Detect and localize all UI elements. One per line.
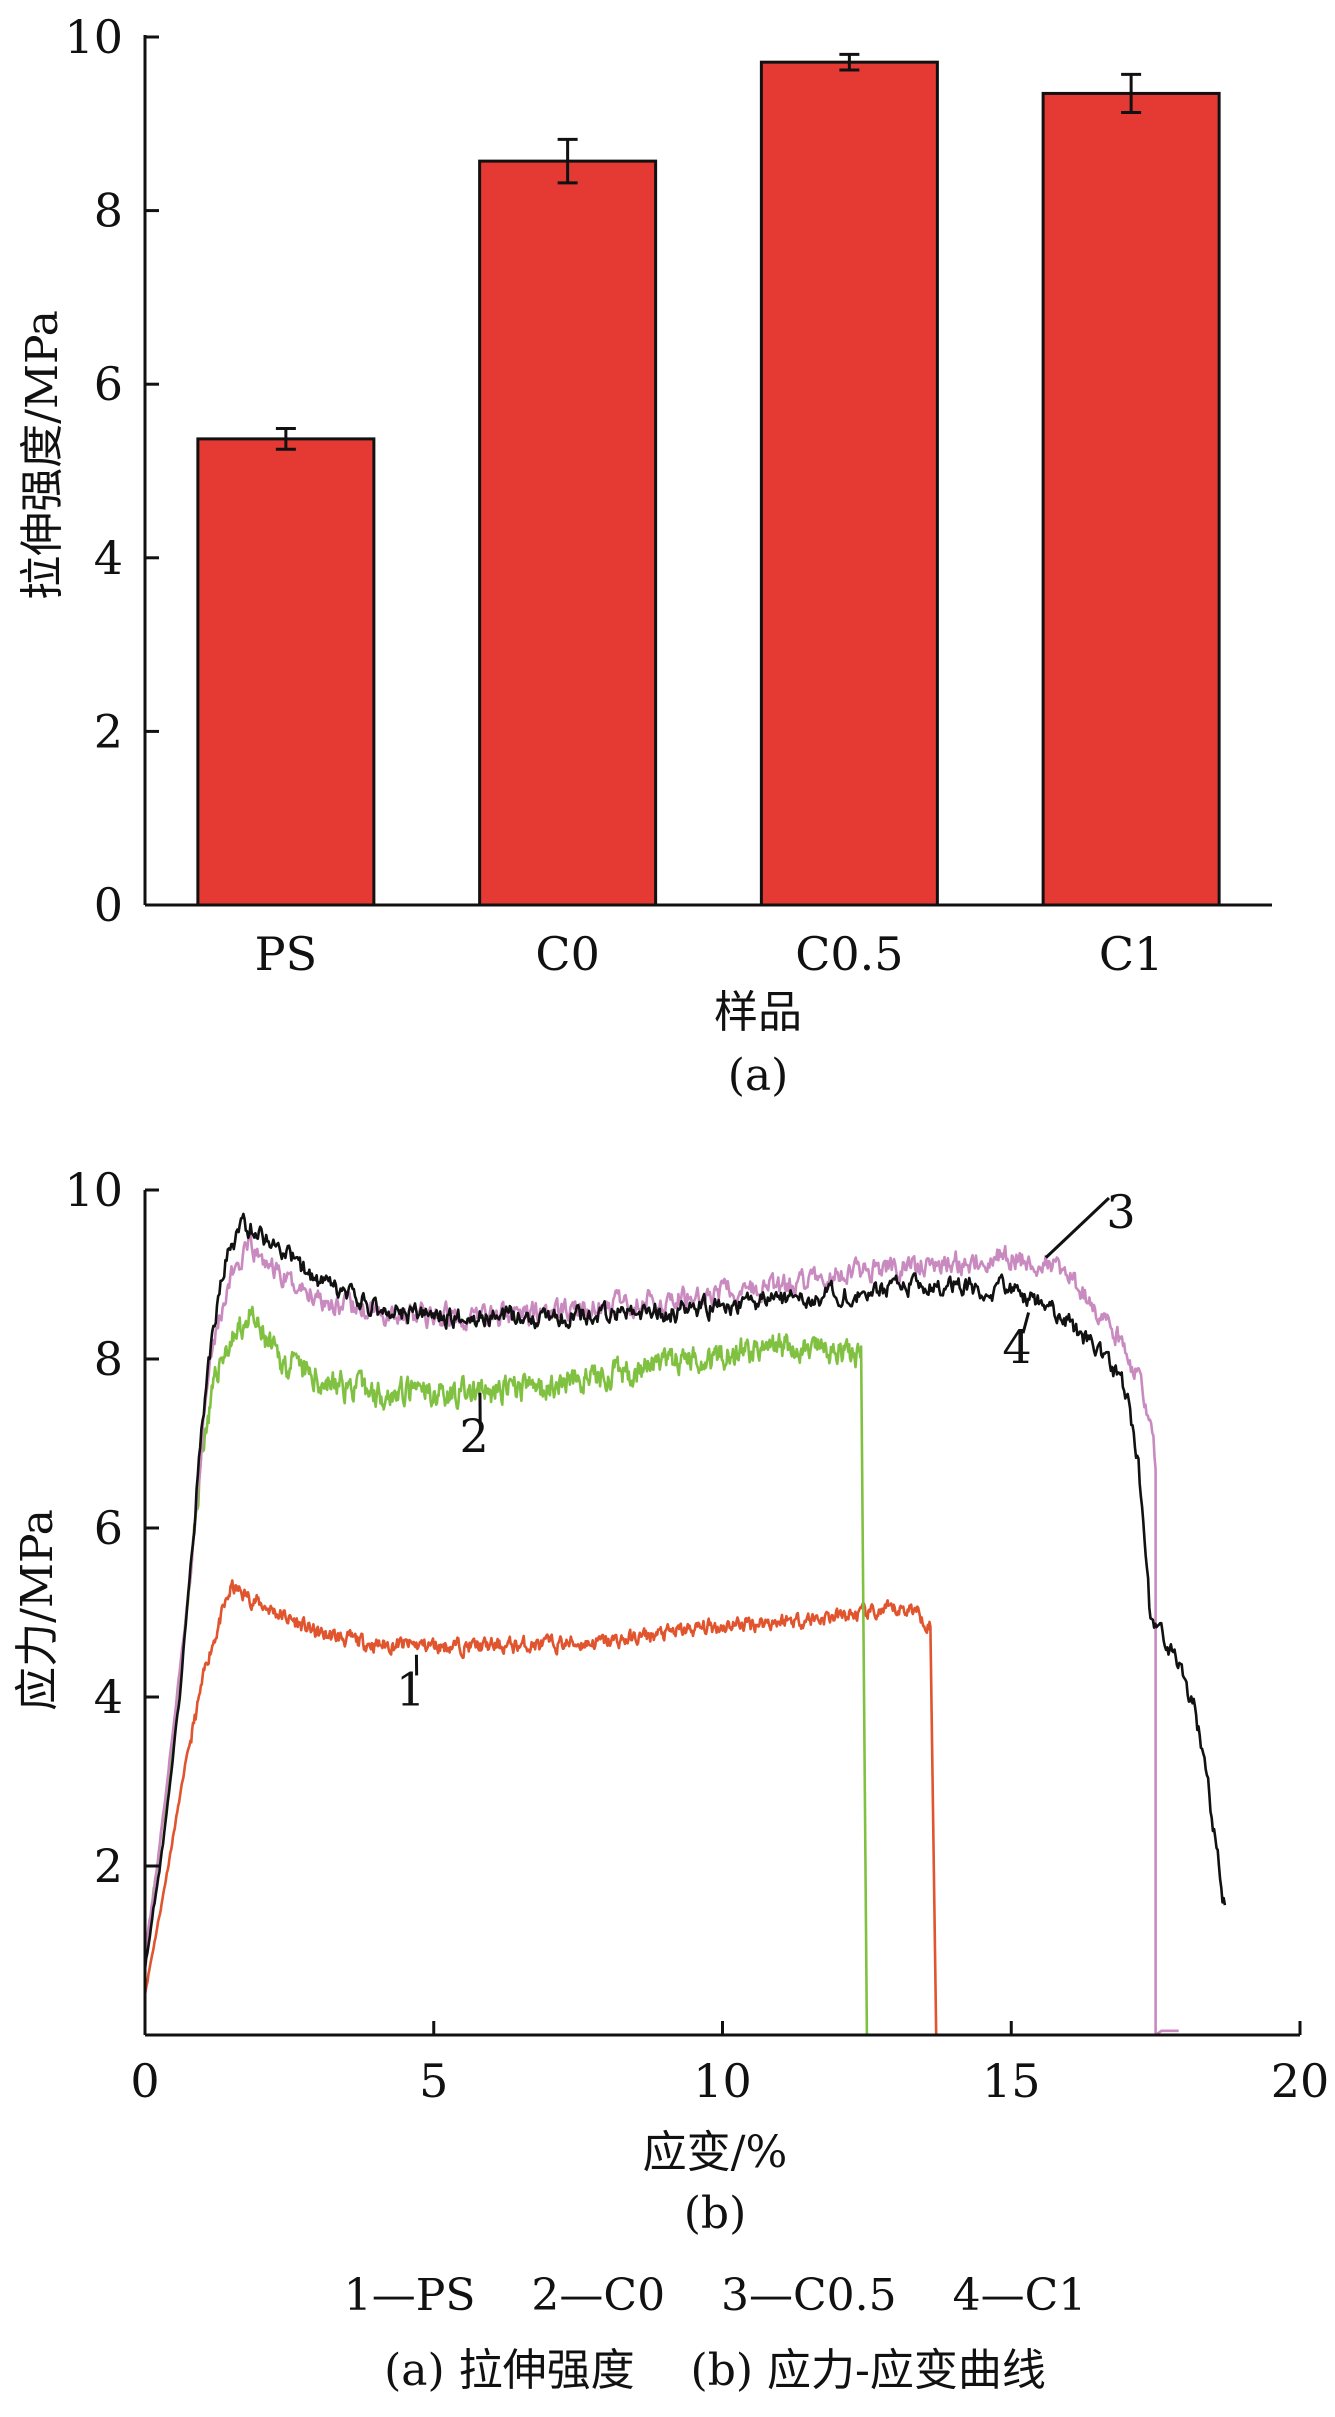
series-line-1 [143,1579,938,2036]
label-leader-3 [1044,1196,1111,1259]
x-tick-label: 15 [982,2054,1041,2108]
y-tick-label: 10 [64,10,123,64]
panel-a-bar-chart: 0 2 4 6 8 10 PS C0 C0.5 C1 样品 拉伸强度/MPa (a) [17,10,1272,1101]
series-line-4 [143,1212,1227,1971]
figure-caption: (a) 拉伸强度 (b) 应力-应变曲线 [384,2345,1046,2396]
series-line-2 [143,1305,869,2036]
series-number-label: 2 [460,1409,489,1463]
error-bar-0 [275,426,296,451]
y-tick-label: 8 [94,1332,123,1386]
bar-0 [196,437,376,907]
y-tick-label: 6 [94,1501,123,1555]
panel-label-b: (b) [684,2188,747,2239]
y-tick-label: 10 [64,1163,123,1217]
axes-a [143,35,1272,907]
error-bar-group [275,52,1142,451]
legend-text: 1—PS 2—C0 3—C0.5 4—C1 [344,2270,1087,2321]
x-tick-label: 10 [693,2054,752,2108]
x-tick-label: 5 [419,2054,448,2108]
x-axis-label-a: 样品 [714,987,802,1038]
x-tick-labels-b: 0 5 10 15 20 [130,2054,1329,2108]
bar-3 [1041,91,1221,907]
y-axis-label-a: 拉伸强度/MPa [17,310,68,600]
series-number-label: 4 [1002,1320,1031,1374]
y-tick-label: 2 [94,1839,123,1893]
panel-label-a: (a) [728,1050,789,1101]
error-bar-2 [839,52,860,72]
y-tick-labels-b: 2 4 6 8 10 [64,1163,123,1893]
error-bar-3 [1121,72,1142,115]
label-leader-4 [1021,1312,1031,1334]
series-line-3 [143,1233,1179,2037]
series-number-label: 1 [396,1662,425,1716]
series-lines [143,1212,1227,2037]
x-tick-label: C1 [1099,927,1163,981]
y-tick-label: 4 [94,531,123,585]
series-number-label: 3 [1106,1185,1135,1239]
x-tick-label: C0.5 [795,927,903,981]
x-tick-label: PS [255,927,317,981]
y-tick-label: 2 [94,704,123,758]
y-tick-labels-a: 0 2 4 6 8 10 [64,10,123,932]
series-number-labels: 1 2 3 4 [396,1185,1136,1716]
panel-b-line-chart: 2 4 6 8 10 0 5 10 15 20 1 2 3 4 应变/% 应力/MPa (b) [12,1163,1329,2239]
y-tick-label: 0 [94,878,123,932]
x-tick-label: 20 [1271,2054,1330,2108]
error-bar-1 [557,137,578,185]
y-tick-label: 4 [94,1670,123,1724]
bar-2 [759,60,939,907]
x-tick-label: C0 [535,927,599,981]
y-tick-label: 6 [94,357,123,411]
bar-group [196,60,1221,907]
x-tick-label: 0 [130,2054,159,2108]
y-tick-label: 8 [94,184,123,238]
axes-b [143,1188,1302,2037]
y-axis-label-b: 应力/MPa [12,1509,63,1711]
x-tick-labels-a: PS C0 C0.5 C1 [255,927,1164,981]
x-axis-label-b: 应变/% [643,2127,788,2178]
bar-1 [478,159,658,907]
